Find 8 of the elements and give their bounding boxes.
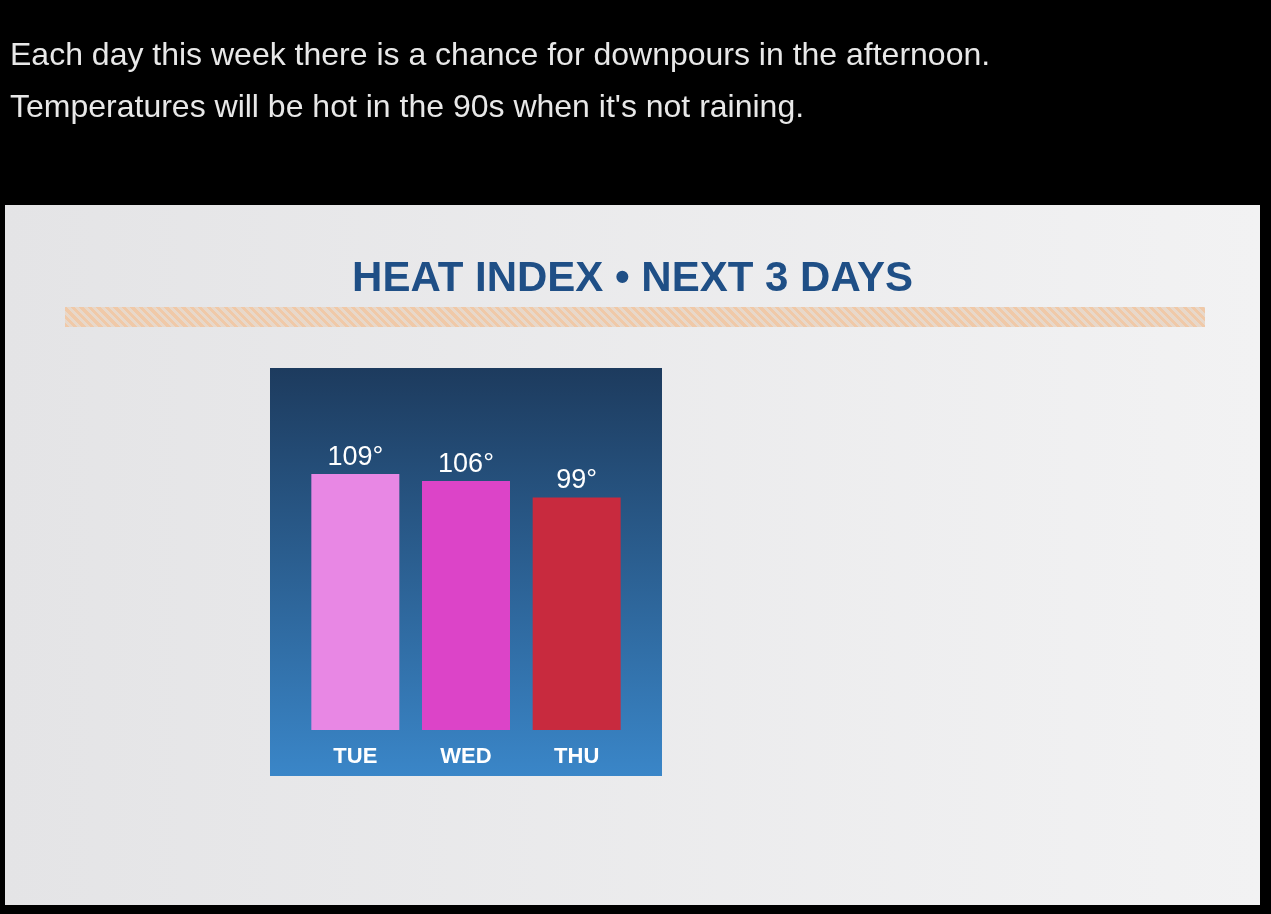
data-label: 109° bbox=[327, 440, 384, 471]
x-tick-label: TUE bbox=[333, 742, 378, 768]
x-tick-label: WED bbox=[440, 742, 492, 768]
data-label: 106° bbox=[438, 447, 494, 478]
chart-subtitle: Each day this week there is a chance for downpours in the afternoon. Temperatures will be hot in the 90s when it's not raining. bbox=[10, 35, 992, 126]
chart-title: HEAT INDEX • NEXT 3 DAYS bbox=[351, 253, 914, 301]
data-label: 99° bbox=[556, 464, 598, 495]
x-tick-label: THU bbox=[554, 742, 600, 768]
